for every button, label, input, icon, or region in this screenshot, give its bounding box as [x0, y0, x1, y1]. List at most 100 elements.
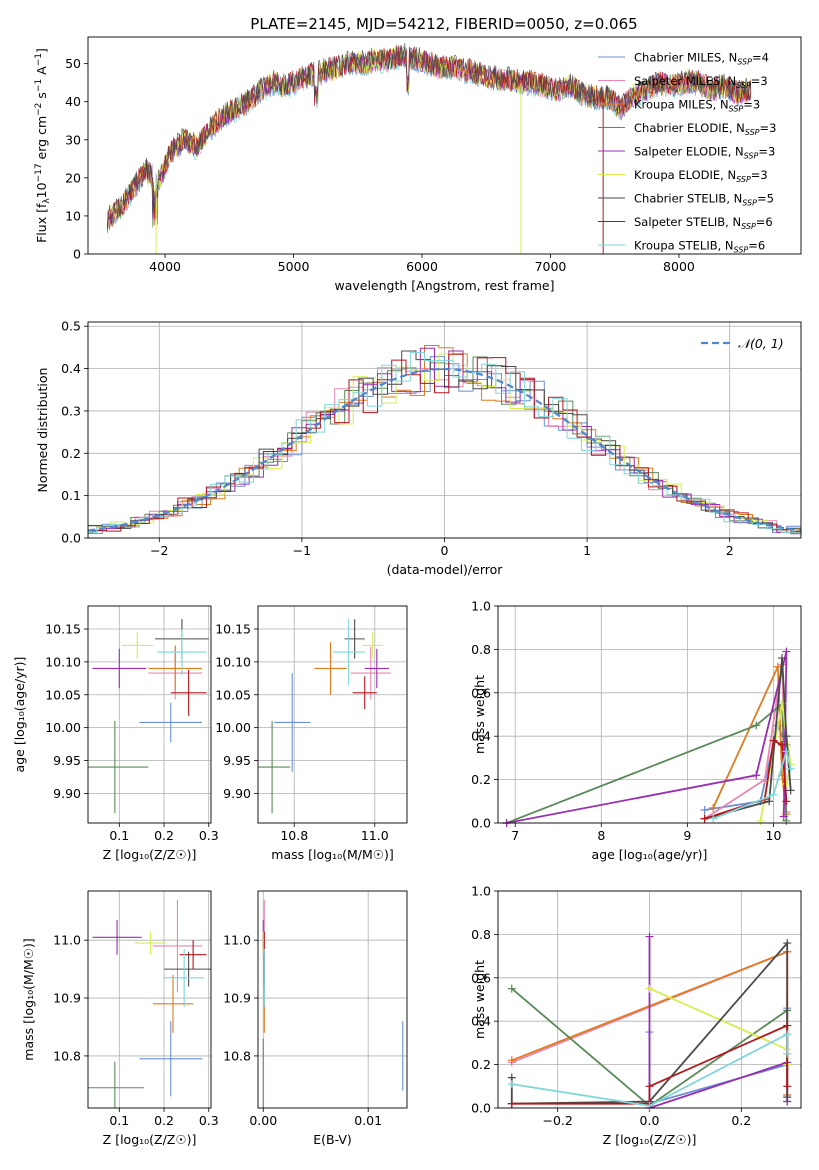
weight_vs_Z-marker-salpeter_stelib [507, 1099, 516, 1108]
legend-label-n: =3 [758, 145, 775, 159]
mass_vs_Z-ytick-label: 11.0 [53, 933, 81, 948]
age_vs_Z-ytick-label: 10.05 [45, 687, 81, 702]
age_vs_Z-xtick-label: 0.3 [199, 828, 219, 843]
mass_vs_Z-ytick-label: 10.8 [53, 1048, 81, 1063]
spectrum-ytick-label: 40 [65, 94, 81, 109]
mass_vs_Z-xtick-label: 0.1 [109, 1113, 129, 1128]
spectrum-xtick-label: 6000 [406, 259, 438, 274]
mass_vs_Z-panel: 0.1 0.2 0.3 10.8 10.9 11.0 Z [log₁₀(Z/Z☉)] mass… [21, 890, 219, 1147]
legend-label-sub: SSP [736, 81, 751, 90]
spectrum-xtick-label: 5000 [278, 259, 310, 274]
legend-label-sub: SSP [741, 222, 756, 231]
weight_vs_Z-marker-kroupa_elodie [645, 984, 654, 993]
spectrum-xtick-label: 7000 [535, 259, 567, 274]
mass_vs_Z-point-chabrier_stelib [164, 951, 211, 987]
age_vs_mass-ytick-label: 10.10 [215, 654, 251, 669]
weight_vs_Z-series [507, 932, 792, 1112]
age_vs_Z-frame [87, 605, 212, 824]
weight_vs_age-marker-kroupa_stelib [786, 764, 795, 773]
age_vs_Z-panel: 0.1 0.2 0.3 9.90 9.95 10.00 10.05 10.10 10.15 Z [… [12, 605, 219, 862]
spectrum-ytick-label: 10 [65, 208, 81, 223]
mass_vs_Z-ytick-label: 10.9 [53, 991, 81, 1006]
legend-label-sub: SSP [729, 105, 744, 114]
weight_vs_Z-marker-kroupa_stelib [507, 1080, 516, 1089]
age_vs_Z-point-salpeter_elodie [92, 648, 147, 689]
weight_vs_age-marker-chabrier_miles [700, 805, 709, 814]
legend-label-sub: SSP [737, 58, 752, 67]
legend-label-kroupa_miles: Kroupa MILES, NSSP=3 [634, 98, 760, 114]
weight_vs_Z-xtick-label: −0.2 [543, 1113, 573, 1128]
age_vs_mass-panel: 10.8 11.0 9.90 9.95 10.00 10.05 10.10 10.15 mass… [215, 605, 408, 862]
spectrum-ylabel-part: −1 [34, 53, 44, 66]
legend-label-salpeter_miles: Salpeter MILES, NSSP=3 [634, 74, 768, 90]
spectrum-ytick-label: 20 [65, 170, 81, 185]
weight_vs_age-marker-salpeter_stelib [778, 740, 787, 749]
weight_vs_Z-marker-chabrier_elodie [507, 984, 516, 993]
legend-label-sub: SSP [745, 128, 760, 137]
weight_vs_age-marker-salpeter_elodie [752, 771, 761, 780]
weight_vs_Z-ytick-label: 0.4 [471, 1014, 491, 1029]
weight_vs_age-xlabel: age [log₁₀(age/yr)] [592, 847, 708, 862]
age_vs_Z-xtick-label: 0.1 [109, 828, 129, 843]
weight_vs_Z-ytick-label: 0.6 [471, 970, 491, 985]
age_vs_mass-point-salpeter_elodie [364, 648, 389, 689]
weight_vs_age-marker-salpeter_elodie [779, 812, 788, 821]
residuals-frame [87, 321, 802, 539]
residuals-legend-label: 𝒩(0, 1) [738, 336, 784, 351]
mass_vs_EBV-ytick-label: 10.8 [223, 1048, 251, 1063]
age_vs_mass-ytick-label: 10.15 [215, 622, 251, 637]
mass_vs_EBV-panel: 0.00 0.01 10.8 10.9 11.0 E(B-V) [223, 890, 408, 1147]
age_vs_mass-point-kroupa_elodie [362, 632, 383, 659]
legend-label-text: Chabrier ELODIE, N [634, 121, 745, 135]
residuals-xtick-label: −1 [293, 543, 311, 558]
age_vs_mass-points [258, 619, 391, 814]
mass_vs_Z-point-salpeter_elodie [92, 919, 142, 955]
weight_vs_Z-ytick-label: 0.0 [471, 1101, 491, 1116]
weight_vs_Z-ylabel: mass weight [472, 960, 487, 1039]
weight_vs_Z-xtick-label: 0.2 [731, 1113, 751, 1128]
weight_vs_age-line-kroupa_stelib [712, 747, 792, 820]
age_vs_Z-point-chabrier_elodie [88, 721, 149, 814]
weight_vs_age-marker-salpeter_stelib [782, 797, 791, 806]
weight_vs_age-line-chabrier_miles [704, 722, 788, 811]
age_vs_mass-ytick-label: 9.90 [223, 786, 251, 801]
weight_vs_age-marker-salpeter_stelib [769, 736, 778, 745]
age_vs_mass-xlabel: mass [log₁₀(M/M☉)] [271, 847, 393, 862]
age_vs_mass-ytick-label: 10.05 [215, 687, 251, 702]
weight_vs_Z-frame [497, 890, 802, 1109]
mass_vs_EBV-frame [257, 890, 408, 1109]
spectrum-xtick-label: 8000 [663, 259, 695, 274]
legend-label-chabrier_stelib: Chabrier STELIB, NSSP=5 [634, 192, 774, 208]
weight_vs_age-xtick-label: 7 [511, 828, 519, 843]
weight_vs_Z-ytick-label: 0.2 [471, 1057, 491, 1072]
weight_vs_Z-marker-salpeter_stelib [645, 1082, 654, 1091]
weight_vs_age-xtick-label: 8 [597, 828, 605, 843]
legend-label-text: Salpeter ELODIE, N [634, 145, 744, 159]
age_vs_Z-point-kroupa_stelib [157, 629, 207, 676]
weight_vs_age-panel: 7 8 9 10 0.0 0.2 0.4 0.6 0.8 1.0 age [log₁₀(age/yr… [471, 599, 802, 862]
spectrum-ylabel-part: A [34, 66, 49, 79]
weight_vs_Z-marker-salpeter_stelib [783, 1021, 792, 1030]
weight_vs_Z-marker-chabrier_stelib [783, 939, 792, 948]
weight_vs_age-marker-kroupa_stelib [709, 814, 718, 823]
legend-label-n: =6 [748, 239, 765, 253]
age_vs_Z-point-kroupa_elodie [121, 632, 153, 659]
age_vs_mass-ytick-label: 9.95 [223, 753, 251, 768]
residuals-hist-salpeter_stelib [88, 353, 801, 534]
mass_vs_Z-xtick-label: 0.3 [199, 1113, 219, 1128]
residuals-xtick-label: 0 [441, 543, 449, 558]
spectrum-frame [87, 36, 802, 255]
age_vs_mass-point-kroupa_miles [314, 642, 347, 695]
weight_vs_Z-ytick-label: 0.8 [471, 927, 491, 942]
age_vs_Z-point-salpeter_stelib [170, 669, 207, 716]
legend-label-chabrier_elodie: Chabrier ELODIE, NSSP=3 [634, 121, 776, 137]
residuals-xlabel: (data-model)/error [387, 562, 504, 577]
residuals-hist-kroupa_stelib [88, 352, 801, 534]
legend-label-chabrier_miles: Chabrier MILES, NSSP=4 [634, 51, 769, 67]
legend-label-sub: SSP [736, 175, 751, 184]
residuals-xtick-label: 2 [726, 543, 734, 558]
spectrum-ylabel-part: −1 [34, 79, 44, 92]
weight_vs_age-marker-chabrier_stelib [778, 654, 787, 663]
legend-label-text: Salpeter STELIB, N [634, 215, 741, 229]
spectrum-ylabel-part: 10 [34, 182, 49, 198]
